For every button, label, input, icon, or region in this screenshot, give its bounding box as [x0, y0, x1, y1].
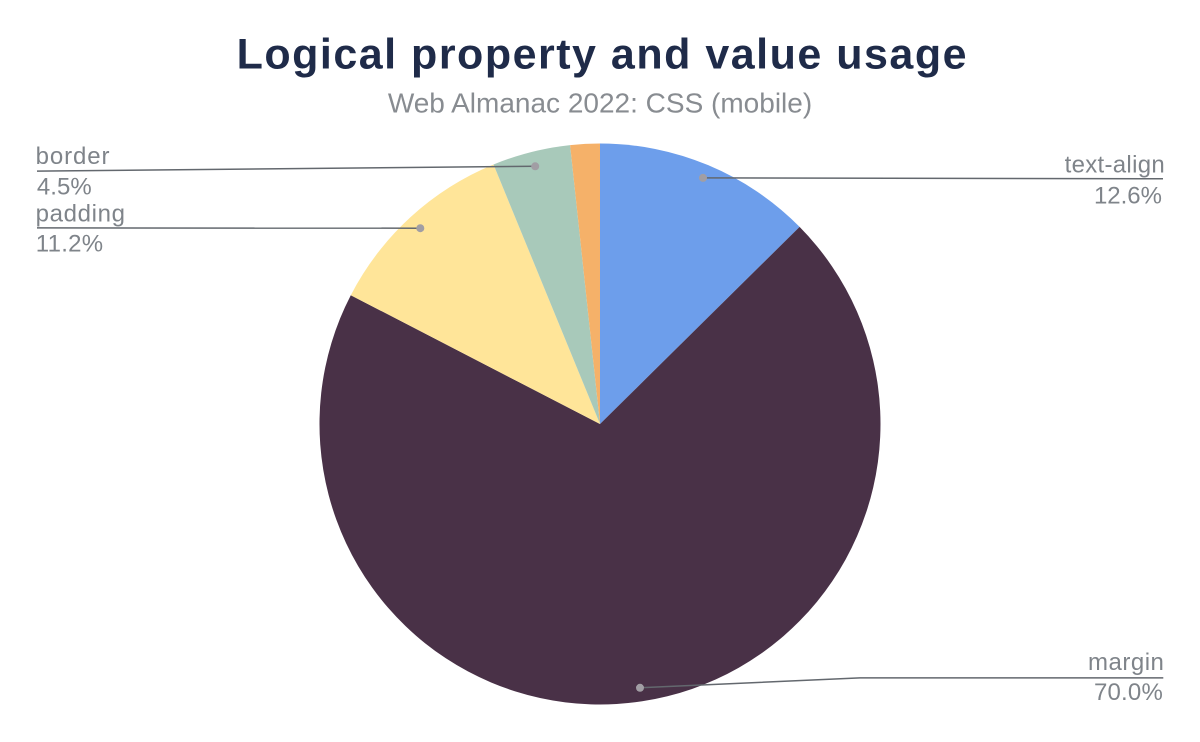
svg-text:12.6%: 12.6%	[1094, 182, 1162, 209]
svg-text:text-align: text-align	[1065, 152, 1165, 179]
svg-text:Web Almanac 2022: CSS (mobile): Web Almanac 2022: CSS (mobile)	[388, 88, 812, 119]
svg-text:padding: padding	[36, 201, 126, 228]
svg-text:70.0%: 70.0%	[1094, 679, 1163, 706]
svg-text:Logical property and value usa: Logical property and value usage	[237, 31, 968, 79]
svg-text:4.5%: 4.5%	[37, 174, 92, 201]
svg-text:11.2%: 11.2%	[36, 230, 104, 257]
svg-text:border: border	[36, 143, 111, 170]
svg-text:margin: margin	[1088, 649, 1164, 676]
